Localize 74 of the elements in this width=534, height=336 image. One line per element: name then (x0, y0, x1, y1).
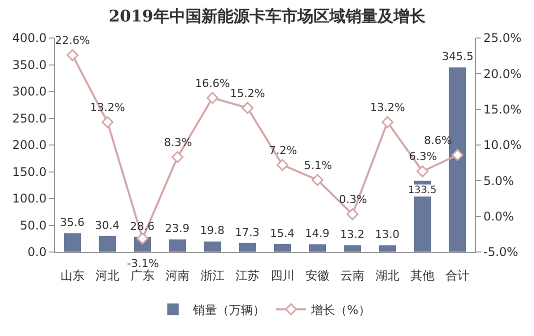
point (382, 116, 394, 128)
data-label: 5.1% (304, 159, 332, 172)
data-label: 35.6 (60, 216, 84, 229)
data-label: 0.3% (339, 193, 367, 206)
data-label: 17.3 (235, 226, 260, 239)
bar (204, 241, 222, 252)
data-label: 19.8 (200, 224, 224, 237)
x-tick-label: 浙江 (200, 268, 224, 282)
x-tick-label: 河南 (166, 268, 190, 282)
y2-tick-label: 5.0% (483, 174, 514, 188)
y2-tick-label: 15.0% (483, 102, 522, 117)
data-label: 133.5 (408, 185, 437, 196)
x-tick-label: 云南 (340, 268, 364, 282)
point (172, 151, 184, 164)
y-tick-label: 100.0 (12, 192, 47, 206)
data-label: 6.3% (409, 150, 437, 163)
data-label: 16.6% (195, 77, 230, 90)
data-label: 345.5 (442, 50, 474, 63)
bar (64, 232, 82, 252)
point (346, 208, 358, 220)
y-tick-label: 0.0 (28, 245, 47, 260)
point (206, 92, 218, 104)
x-tick-label: 广东 (130, 268, 154, 282)
data-label: 7.2% (269, 144, 297, 157)
y-tick-label: 200.0 (12, 138, 47, 152)
data-label: 30.4 (95, 219, 120, 232)
x-tick-label: 安徽 (306, 268, 330, 282)
bar (168, 238, 186, 252)
data-label: 15.4 (270, 227, 294, 240)
point (452, 149, 464, 161)
y-tick-label: 400.0 (12, 31, 47, 46)
data-label: 23.9 (165, 222, 190, 235)
y2-tick-label: -5.0% (483, 245, 518, 260)
point (416, 165, 428, 178)
bar (274, 244, 292, 252)
bar (238, 242, 256, 252)
x-tick-label: 其他 (410, 268, 434, 282)
y-tick-label: 250.0 (12, 111, 47, 126)
x-tick-label: 合计 (446, 268, 470, 282)
data-label: -3.1% (127, 257, 159, 270)
data-label: 22.6% (55, 34, 90, 47)
y2-tick-label: 0.0% (483, 210, 514, 224)
y2-tick-label: 25.0% (483, 31, 522, 46)
legend-label: 增长（%） (310, 302, 370, 317)
data-label: 13.2 (340, 228, 364, 241)
data-label: 13.0 (375, 228, 400, 241)
bar (378, 244, 396, 252)
data-label: 13.2% (370, 101, 405, 114)
y-tick-label: 300.0 (12, 84, 47, 99)
data-label: 13.2% (90, 101, 125, 114)
bar (308, 244, 326, 252)
point (242, 102, 254, 114)
bar (98, 235, 116, 252)
x-tick-label: 河北 (96, 268, 120, 282)
y2-tick-label: 20.0% (483, 66, 522, 81)
data-label: 8.3% (164, 136, 192, 149)
data-label: 15.2% (230, 87, 265, 100)
y-tick-label: 350.0 (12, 58, 47, 72)
data-label: 14.9 (305, 227, 330, 240)
x-tick-label: 山东 (60, 268, 84, 282)
y2-tick-label: 10.0% (483, 138, 522, 152)
point (102, 116, 114, 128)
point (312, 174, 324, 186)
x-tick-label: 四川 (270, 268, 294, 282)
chart-title: 2019年中国新能源卡车市场区域销量及增长 (108, 6, 426, 26)
x-tick-label: 江苏 (236, 268, 260, 282)
data-label: 28.6 (130, 220, 154, 233)
point (276, 159, 288, 171)
x-tick-label: 湖北 (376, 268, 400, 282)
bar (344, 244, 362, 252)
y-tick-label: 50.0 (20, 218, 47, 232)
y-tick-label: 150.0 (12, 164, 47, 179)
legend-label: 销量（万辆） (192, 302, 265, 317)
point (66, 49, 78, 62)
